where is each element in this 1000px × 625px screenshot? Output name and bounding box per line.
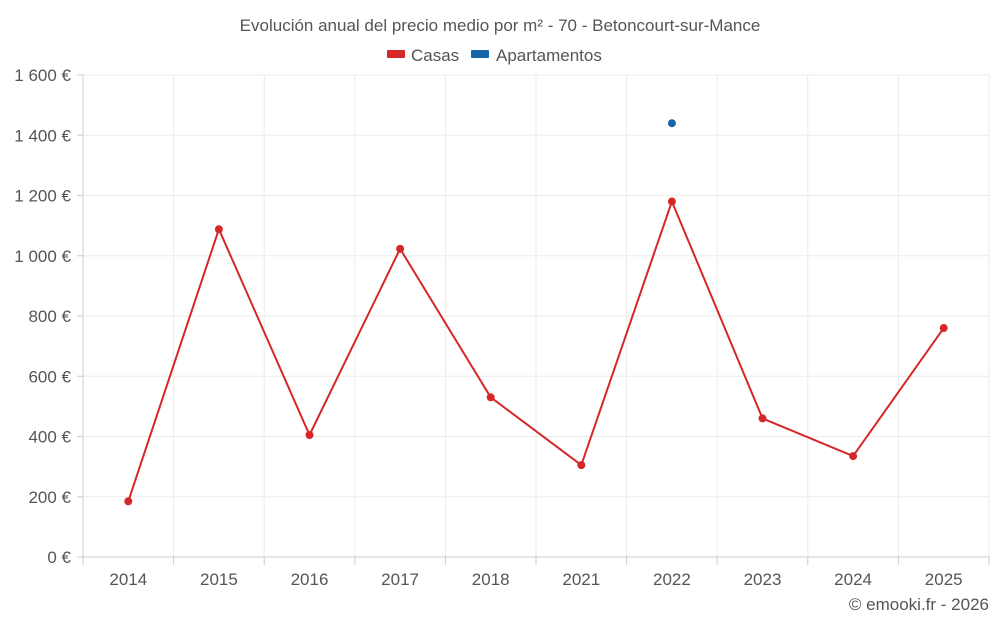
y-tick-label: 1 000 € [14,247,71,266]
x-tick-label: 2021 [562,570,600,589]
chart-title: Evolución anual del precio medio por m² … [240,16,761,35]
y-tick-label: 0 € [47,548,71,567]
y-tick-label: 600 € [28,367,71,386]
series-layer [124,119,948,506]
legend-label-casas: Casas [411,46,459,65]
x-tick-label: 2015 [200,570,238,589]
grid [82,74,990,558]
legend-swatch-apartamentos [471,50,489,58]
data-point-casas-2022[interactable] [667,197,676,206]
data-point-casas-2023[interactable] [758,414,767,423]
data-point-casas-2018[interactable] [486,393,495,402]
data-point-casas-2014[interactable] [124,497,133,506]
legend-item-casas[interactable]: Casas [387,46,459,65]
x-tick-label: 2018 [472,570,510,589]
x-tick-label: 2014 [109,570,147,589]
y-tick-label: 1 200 € [14,187,71,206]
data-point-casas-2025[interactable] [939,324,948,333]
x-tick-label: 2017 [381,570,419,589]
data-point-apartamentos-2022[interactable] [667,119,676,128]
x-tick-label: 2023 [744,570,782,589]
x-tick-label: 2024 [834,570,872,589]
legend-item-apartamentos[interactable]: Apartamentos [471,46,602,65]
y-tick-label: 200 € [28,488,71,507]
x-tick-label: 2022 [653,570,691,589]
legend-swatch-casas [387,50,405,58]
y-axis-ticks: 0 € 200 € 400 € 600 € 800 € 1 000 € 1 200 € 1 4… [14,66,83,567]
data-point-casas-2016[interactable] [305,430,314,439]
data-point-casas-2024[interactable] [849,452,858,461]
x-tick-label: 2016 [291,570,329,589]
legend-label-apartamentos: Apartamentos [496,46,602,65]
data-point-casas-2015[interactable] [214,225,223,234]
x-axis-ticks: 2014 2015 2016 2017 2018 2021 2022 2023 2024 2025 [82,557,990,589]
y-tick-label: 400 € [28,428,71,447]
y-tick-label: 800 € [28,307,71,326]
data-point-casas-2017[interactable] [396,244,405,253]
y-tick-label: 1 400 € [14,126,71,145]
x-tick-label: 2025 [925,570,963,589]
series-line-casas [127,200,945,502]
credit-text: © emooki.fr - 2026 [849,595,989,614]
data-point-casas-2021[interactable] [577,461,586,470]
y-tick-label: 1 600 € [14,66,71,85]
legend: Casas Apartamentos [387,46,602,65]
